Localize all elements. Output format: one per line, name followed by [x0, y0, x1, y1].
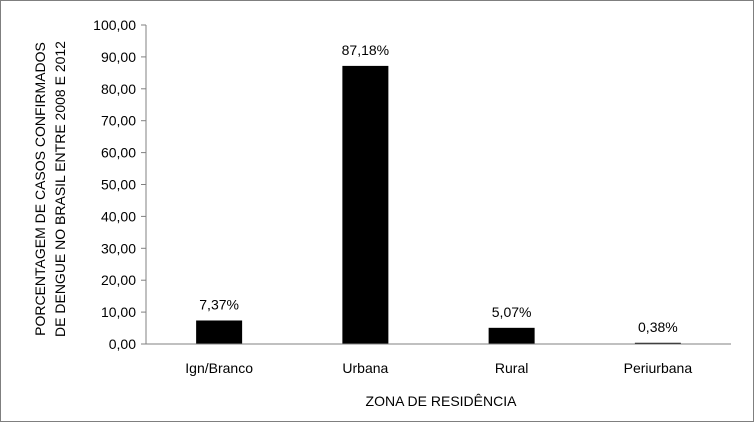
y-tick-label: 20,00: [101, 272, 136, 288]
data-label: 5,07%: [492, 304, 532, 320]
y-tick-label: 100,00: [93, 17, 136, 33]
data-labels: 7,37% 87,18% 5,07% 0,38%: [199, 42, 677, 335]
data-label: 87,18%: [342, 42, 389, 58]
bar-urbana: [342, 65, 389, 344]
y-axis-title-line-1: PORCENTAGEM DE CASOS CONFIRMADOS: [32, 42, 48, 336]
y-axis-title: PORCENTAGEM DE CASOS CONFIRMADOS DE DENG…: [32, 41, 68, 337]
bars: [196, 65, 681, 344]
category-label: Periurbana: [624, 360, 693, 376]
bar-periurbana: [634, 342, 681, 344]
y-tick-label: 60,00: [101, 145, 136, 161]
data-label: 7,37%: [199, 296, 239, 312]
bar-rural: [488, 327, 535, 344]
y-tick-label: 50,00: [101, 177, 136, 193]
category-labels: Ign/Branco Urbana Rural Periurbana: [185, 360, 692, 376]
y-tick-label: 0,00: [109, 336, 136, 352]
category-label: Rural: [495, 360, 528, 376]
category-label: Ign/Branco: [185, 360, 253, 376]
y-tick-label: 80,00: [101, 81, 136, 97]
category-label: Urbana: [342, 360, 388, 376]
bar-ign-branco: [196, 320, 243, 344]
y-tick-label: 40,00: [101, 208, 136, 224]
y-tick-label: 70,00: [101, 113, 136, 129]
data-label: 0,38%: [638, 319, 678, 335]
x-axis-title: ZONA DE RESIDÊNCIA: [366, 393, 518, 409]
y-axis-ticks: 0,00 10,00 20,00 30,00 40,00 50,00 60,00 70,00 8…: [93, 17, 146, 352]
y-axis-title-line-2: DE DENGUE NO BRASIL ENTRE 2008 E 2012: [52, 41, 68, 337]
y-tick-label: 10,00: [101, 304, 136, 320]
y-tick-label: 90,00: [101, 49, 136, 65]
y-tick-label: 30,00: [101, 240, 136, 256]
